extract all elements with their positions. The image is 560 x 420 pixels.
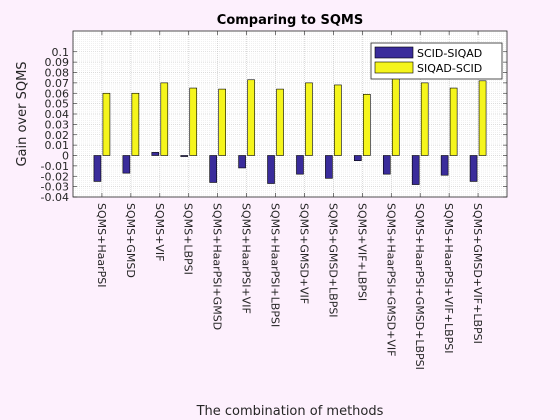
y-tick-label: 0.08	[45, 67, 70, 80]
bar-scid-siqad	[325, 155, 333, 179]
x-tick-label: SQMS+HaarPSI+GMSD+LBPSI	[413, 203, 426, 370]
bar-scid-siqad	[382, 155, 391, 175]
y-tick-label: 0.01	[45, 139, 70, 152]
x-tick-label: SQMS+GMSD+VIF+LBPSI	[471, 203, 484, 344]
y-tick-label: -0.02	[41, 170, 69, 183]
x-tick-label: SQMS+HaarPSI+GMSD+VIF	[384, 203, 397, 356]
y-tick-label: 0.09	[45, 56, 70, 69]
legend-label: SCID-SIQAD	[417, 47, 482, 60]
x-tick-label: SQMS+HaarPSI+LBPSI	[269, 203, 282, 327]
bar-scid-siqad	[151, 152, 160, 156]
bar-siqad-scid	[363, 93, 371, 156]
bar-siqad-scid	[218, 88, 226, 156]
bar-siqad-scid	[276, 88, 284, 156]
legend: SCID-SIQAD SIQAD-SCID	[370, 42, 503, 80]
x-tick-label: SQMS+HaarPSI+GMSD	[211, 203, 224, 330]
bar-siqad-scid	[478, 80, 487, 156]
y-tick-label: 0.05	[45, 98, 70, 111]
y-tick-label: 0.07	[45, 77, 70, 90]
grid-lines	[73, 30, 507, 198]
bar-scid-siqad	[93, 155, 102, 182]
x-tick-label: SQMS+HaarPSI+VIF	[240, 203, 253, 314]
x-tick-label: SQMS+GMSD+LBPSI	[326, 203, 339, 318]
x-axis-ticks: SQMS+HaarPSI SQMS+GMSD SQMS+VIF SQMS+LBPSI S…	[95, 31, 484, 370]
x-tick-label: SQMS+HaarPSI	[95, 203, 108, 287]
bar-siqad-scid	[449, 87, 458, 156]
bar-siqad-scid	[420, 82, 429, 156]
y-tick-label: 0	[62, 150, 69, 163]
legend-swatch	[374, 61, 414, 74]
y-tick-label: -0.03	[41, 181, 69, 194]
x-tick-label: SQMS+GMSD+VIF	[297, 203, 310, 304]
bars	[93, 77, 487, 185]
bar-scid-siqad	[180, 155, 189, 157]
y-axis-label: Gain over SQMS	[15, 61, 30, 166]
bar-scid-siqad	[354, 155, 362, 161]
bar-scid-siqad	[267, 155, 275, 184]
bar-scid-siqad	[411, 155, 420, 185]
bar-scid-siqad	[440, 155, 449, 176]
y-tick-label: 0.03	[45, 118, 70, 131]
x-tick-label: SQMS+GMSD	[124, 203, 137, 278]
bar-siqad-scid	[334, 84, 342, 156]
bar-scid-siqad	[238, 155, 246, 169]
bar-siqad-scid	[131, 92, 140, 156]
y-tick-label: -0.01	[41, 160, 69, 173]
chart-title: Comparing to SQMS	[217, 13, 363, 28]
bar-siqad-scid	[102, 92, 111, 156]
bar-siqad-scid	[391, 77, 400, 156]
bar-siqad-scid	[160, 82, 169, 156]
x-tick-label: SQMS+VIF	[153, 203, 166, 261]
x-tick-label: SQMS+VIF+LBPSI	[355, 203, 368, 301]
legend-label: SIQAD-SCID	[417, 62, 482, 75]
legend-swatch	[374, 46, 414, 59]
x-tick-label: SQMS+LBPSI	[182, 203, 195, 275]
x-axis-label: The combination of methods	[196, 404, 384, 419]
y-tick-label: -0.04	[41, 191, 69, 204]
bar-scid-siqad	[469, 155, 478, 182]
bar-scid-siqad	[296, 155, 304, 175]
bar-scid-siqad	[209, 155, 217, 183]
x-tick-label: SQMS+HaarPSI+VIF+LBPSI	[442, 203, 455, 354]
y-tick-label: 0.04	[45, 108, 70, 121]
y-tick-label: 0.1	[52, 46, 70, 59]
bar-siqad-scid	[189, 87, 198, 156]
y-tick-label: 0.02	[45, 129, 70, 142]
y-axis-ticks: -0.04-0.03-0.02-0.0100.010.020.030.040.0…	[41, 46, 507, 204]
bar-siqad-scid	[247, 79, 255, 156]
y-tick-label: 0.06	[45, 87, 70, 100]
bar-scid-siqad	[122, 155, 131, 174]
bar-siqad-scid	[305, 82, 313, 156]
